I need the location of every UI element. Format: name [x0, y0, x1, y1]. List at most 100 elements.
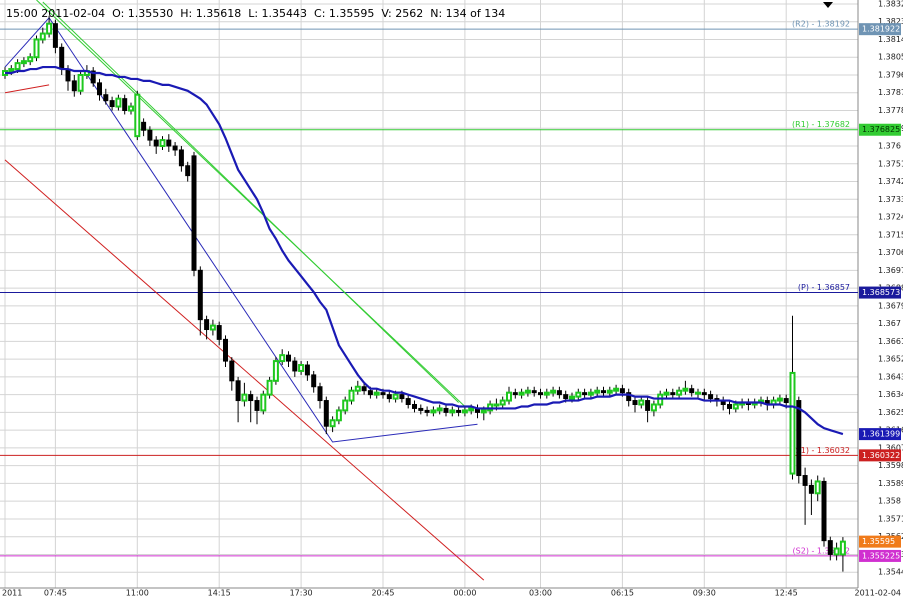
- candle-body: [229, 360, 235, 382]
- price-box-label: 1.35595: [862, 537, 895, 546]
- y-tick-label: 1.3823: [878, 17, 903, 26]
- candle-body: [499, 399, 506, 406]
- candle-body: [412, 403, 417, 409]
- candle-body: [317, 386, 323, 402]
- y-tick-label: 1.3625: [878, 408, 903, 417]
- price-box-label: 1.360322: [862, 451, 900, 460]
- candle-body: [122, 98, 128, 111]
- y-tick-label: 1.3805: [878, 53, 903, 62]
- candle-body: [335, 409, 342, 422]
- candle-body: [166, 139, 172, 147]
- candle-body: [272, 360, 279, 382]
- candle-body: [311, 374, 317, 388]
- candle-body: [606, 389, 613, 394]
- candle-body: [204, 319, 210, 331]
- candle-body: [216, 325, 222, 340]
- candle-body: [373, 391, 380, 396]
- candle-body: [65, 68, 71, 82]
- candle-body: [587, 391, 594, 396]
- candle-body: [543, 391, 550, 396]
- candle-body: [248, 394, 254, 402]
- level-label: (R1) - 1.37682: [792, 120, 850, 129]
- price-box-label: 1.376825: [862, 125, 900, 134]
- candle-body: [185, 165, 191, 177]
- level-label: (P) - 1.36857: [798, 283, 850, 292]
- candle-body: [386, 394, 392, 400]
- candle-body: [223, 338, 228, 362]
- candle-body: [197, 269, 203, 321]
- candle-body: [833, 547, 840, 556]
- candle-body: [839, 540, 846, 556]
- candle-body: [52, 23, 58, 48]
- candle-body: [367, 390, 373, 396]
- candle-body: [141, 121, 147, 131]
- candle-body: [348, 389, 355, 402]
- candle-body: [601, 390, 606, 394]
- x-tick-label: 14:15: [208, 589, 231, 598]
- candle-body: [682, 387, 689, 392]
- y-tick-label: 1.3706: [878, 248, 903, 257]
- y-tick-label: 1.3724: [878, 213, 903, 222]
- candle-body: [436, 407, 443, 412]
- trendline: [36, 0, 466, 407]
- y-tick-label: 1.3733: [878, 195, 903, 204]
- price-box-label: 1.381922: [862, 25, 900, 34]
- candle-body: [695, 391, 701, 395]
- candle-body: [456, 409, 462, 413]
- candle-body: [670, 392, 676, 396]
- trendline: [4, 16, 478, 443]
- x-tick-label: 11:00: [126, 589, 149, 598]
- candle-body: [821, 480, 827, 542]
- candle-body: [663, 391, 670, 396]
- candle-body: [461, 409, 468, 414]
- candle-body: [493, 403, 500, 407]
- y-tick-label: 1.3715: [878, 230, 903, 239]
- level-label: (S2) - 1.35522: [793, 546, 850, 555]
- x-tick-label: 07:45: [44, 589, 67, 598]
- y-tick-label: 1.3607: [878, 443, 903, 452]
- level-label: (S1) - 1.36032: [793, 446, 850, 455]
- candle-body: [405, 398, 411, 405]
- y-tick-label: 1.358: [878, 497, 901, 506]
- candle-body: [260, 393, 267, 412]
- candle-body: [354, 385, 361, 392]
- candle-body: [802, 475, 808, 486]
- candle-body: [191, 155, 197, 271]
- candle-body: [8, 68, 15, 73]
- candle-body: [77, 73, 84, 92]
- candle-body: [134, 93, 141, 138]
- price-box: [859, 286, 901, 299]
- candle-body: [286, 354, 291, 362]
- candle-body: [323, 400, 329, 427]
- candle-body: [153, 139, 159, 147]
- candle-body: [524, 389, 531, 394]
- candle-body: [650, 403, 657, 412]
- candle-body: [531, 390, 537, 394]
- candle-body: [27, 56, 34, 63]
- candle-body: [254, 400, 260, 411]
- y-tick-label: 1.3778: [878, 106, 903, 115]
- candle-body: [399, 394, 405, 400]
- candle-body: [128, 105, 134, 112]
- y-tick-label: 1.3589: [878, 479, 903, 488]
- candle-body: [632, 400, 638, 405]
- trendline: [4, 84, 50, 94]
- y-tick-label: 1.3796: [878, 70, 903, 79]
- candle-body: [613, 387, 620, 392]
- candle-body: [418, 407, 424, 411]
- x-tick-label: 09:30: [693, 589, 716, 598]
- y-tick-label: 1.367: [878, 319, 901, 328]
- candle-body: [512, 392, 518, 396]
- price-box: [859, 449, 901, 462]
- trendline: [4, 159, 485, 581]
- header: 15:00 2011-02-04 O: 1.35530 H: 1.35618 L…: [6, 7, 505, 20]
- candle-body: [789, 371, 796, 475]
- candle-body: [59, 46, 65, 70]
- y-tick-label: 1.3634: [878, 390, 903, 399]
- candle-body: [676, 389, 683, 396]
- candle-body: [626, 392, 632, 402]
- candle-body: [808, 484, 814, 494]
